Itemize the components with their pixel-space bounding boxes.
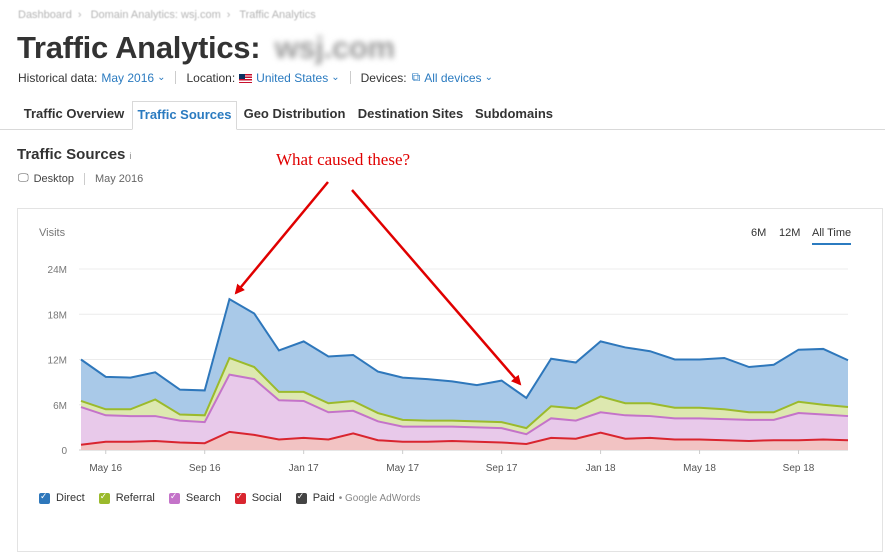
period-label: May 2016	[94, 172, 144, 185]
chevron-down-icon[interactable]: ⌄	[331, 72, 340, 83]
checkbox-icon[interactable]	[295, 491, 307, 504]
traffic-sources-chart[interactable]: 0 6M 12M 18M 24M May 16 Sep 16 Jan 17 May 17 Sep …	[18, 209, 882, 484]
monitor-icon: 🖵	[18, 172, 29, 184]
range-all-time-button[interactable]: All Time	[812, 227, 852, 245]
legend-item-paid[interactable]: Paid • Google AdWords	[295, 491, 421, 504]
legend-label: Social	[251, 492, 282, 504]
line-referral	[80, 356, 849, 430]
y-tick-label: 24M	[48, 265, 67, 276]
checkbox-icon[interactable]	[168, 491, 180, 504]
range-6m-button[interactable]: 6M	[751, 227, 767, 239]
x-tick-label: Jan 17	[289, 463, 319, 474]
x-tick-label: Sep 17	[486, 463, 518, 474]
chart-panel: Visits 6M 12M All Time 0 6M 12M 18M 24M May 1…	[17, 208, 883, 552]
location-label: Location:	[186, 70, 236, 85]
legend-sublabel: • Google AdWords	[338, 492, 421, 504]
breadcrumb-item[interactable]: Domain Analytics: wsj.com	[90, 9, 221, 21]
section-subtitle: 🖵 Desktop May 2016	[18, 172, 143, 185]
tab-bar: Traffic Overview Traffic Sources Geo Dis…	[0, 101, 885, 130]
legend-label: Referral	[115, 492, 155, 504]
tab-traffic-overview[interactable]: Traffic Overview	[23, 106, 125, 121]
chevron-down-icon[interactable]: ⌄	[484, 72, 493, 83]
breadcrumb: Dashboard › Domain Analytics: wsj.com › Tr…	[18, 9, 316, 21]
page-title: Traffic Analytics: wsj.com	[17, 30, 395, 66]
y-tick-label: 0	[61, 446, 67, 457]
historical-data-label: Historical data:	[18, 70, 98, 85]
legend-item-referral[interactable]: Referral	[98, 491, 155, 504]
page-title-domain: wsj.com	[274, 30, 396, 65]
breadcrumb-item: Traffic Analytics	[239, 9, 316, 21]
x-tick-label: Jan 18	[586, 463, 616, 474]
tab-traffic-sources[interactable]: Traffic Sources	[132, 101, 237, 130]
range-12m-button[interactable]: 12M	[779, 227, 801, 239]
section-title-text: Traffic Sources	[17, 146, 126, 163]
devices-label: Devices:	[360, 70, 407, 85]
legend-item-social[interactable]: Social	[234, 491, 282, 504]
x-tick-label: Sep 16	[189, 463, 221, 474]
legend-item-search[interactable]: Search	[168, 491, 221, 504]
location-dropdown[interactable]: United States	[256, 70, 329, 85]
x-tick-label: May 16	[89, 463, 122, 474]
legend-item-direct[interactable]: Direct	[39, 491, 85, 504]
line-search	[80, 373, 849, 436]
tab-geo-distribution[interactable]: Geo Distribution	[243, 106, 346, 121]
legend-label: Paid	[312, 492, 335, 504]
devices-dropdown[interactable]: All devices	[424, 70, 482, 85]
annotation-text: What caused these?	[276, 150, 411, 169]
devices-icon: ⧉	[411, 70, 421, 84]
chart-legend: Direct Referral Search Social Paid • Goo…	[39, 491, 434, 504]
area-social	[81, 431, 848, 450]
info-icon[interactable]: i	[129, 151, 132, 161]
breadcrumb-item[interactable]: Dashboard	[18, 9, 72, 21]
y-tick-label: 6M	[53, 401, 67, 412]
historical-data-dropdown[interactable]: May 2016	[101, 70, 155, 85]
y-tick-label: 18M	[48, 310, 67, 321]
divider	[175, 71, 177, 84]
filter-bar: Historical data: May 2016 ⌄ Location: Un…	[18, 70, 493, 85]
page-title-text: Traffic Analytics:	[17, 30, 261, 65]
y-tick-label: 12M	[48, 356, 67, 367]
section-title: Traffic Sources i	[17, 146, 131, 163]
area-search	[81, 374, 848, 450]
x-tick-label: May 17	[386, 463, 419, 474]
us-flag-icon	[239, 74, 253, 83]
tab-subdomains[interactable]: Subdomains	[474, 106, 553, 121]
x-tick-label: May 18	[683, 463, 716, 474]
legend-label: Direct	[56, 492, 85, 504]
y-axis-label: Visits	[39, 227, 66, 239]
legend-label: Search	[185, 492, 221, 504]
line-social	[80, 430, 849, 446]
x-tick-label: Sep 18	[783, 463, 815, 474]
divider	[83, 172, 85, 185]
checkbox-icon[interactable]	[98, 491, 110, 504]
chevron-down-icon[interactable]: ⌄	[157, 72, 166, 83]
checkbox-icon[interactable]	[234, 491, 246, 504]
divider	[349, 71, 351, 84]
device-label: Desktop	[33, 172, 74, 185]
tab-destination-sites[interactable]: Destination Sites	[357, 106, 464, 121]
checkbox-icon[interactable]	[39, 491, 50, 504]
